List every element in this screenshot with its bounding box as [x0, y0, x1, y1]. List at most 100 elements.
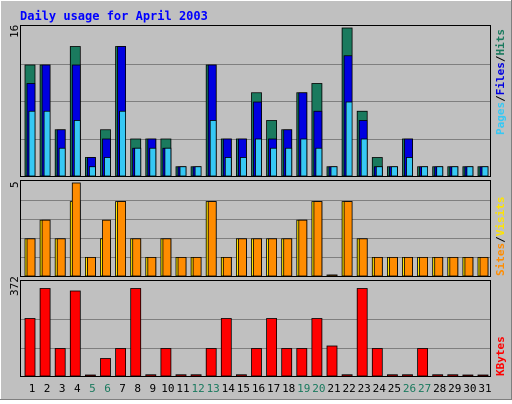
bars-layer: [24, 27, 489, 377]
x-tick-label-28: 28: [433, 382, 446, 395]
bar-pages-day-7: [119, 110, 126, 177]
bar-pages-day-28: [436, 166, 444, 177]
bar-kbytes-day-8: [130, 288, 142, 377]
bar-pages-day-19: [300, 138, 308, 177]
bar-sites-day-20: [313, 201, 323, 277]
bar-kbytes-day-9: [145, 374, 157, 377]
bar-kbytes-day-25: [386, 374, 398, 377]
x-tick-label-25: 25: [388, 382, 401, 395]
bar-sites-day-25: [388, 256, 398, 277]
bar-pages-day-10: [164, 147, 172, 177]
bar-sites-day-10: [162, 238, 172, 277]
x-tick-label-21: 21: [327, 382, 340, 395]
bar-sites-day-14: [222, 256, 232, 277]
legend-sep-1: /: [494, 95, 507, 102]
bar-sites-day-30: [464, 256, 474, 277]
x-tick-label-12: 12: [191, 382, 204, 395]
legend-visits: Visits: [494, 197, 507, 237]
bar-sites-day-23: [358, 238, 368, 277]
x-tick-label-30: 30: [463, 382, 476, 395]
x-tick-label-14: 14: [222, 382, 236, 395]
bar-pages-day-11: [179, 166, 187, 177]
bar-kbytes-day-20: [311, 318, 323, 377]
bar-kbytes-day-3: [54, 348, 66, 377]
x-tick-label-11: 11: [176, 382, 189, 395]
bar-sites-day-8: [132, 238, 142, 277]
bar-kbytes-day-12: [190, 374, 202, 377]
bar-kbytes-day-26: [402, 374, 413, 377]
bar-kbytes-day-15: [235, 374, 247, 377]
bar-pages-day-30: [466, 166, 474, 177]
x-tick-label-3: 3: [59, 382, 66, 395]
bar-kbytes-day-14: [220, 318, 232, 377]
legend-sites: Sites: [494, 243, 507, 276]
panel-2-ymax-label: 5: [8, 181, 21, 188]
bar-sites-day-24: [373, 256, 383, 277]
bar-pages-day-15: [239, 157, 247, 177]
x-tick-label-26: 26: [403, 382, 416, 395]
bar-sites-day-21: [328, 274, 338, 277]
panel-3-frame: [20, 280, 491, 377]
x-tick-label-10: 10: [161, 382, 174, 395]
bar-kbytes-day-5: [85, 374, 96, 377]
bar-sites-day-4: [71, 182, 81, 277]
bar-kbytes-day-7: [115, 348, 126, 377]
legend-mid: Sites/Visits: [494, 197, 507, 277]
bar-sites-day-6: [102, 219, 111, 277]
bar-kbytes-day-31: [477, 374, 489, 377]
bar-kbytes-day-23: [356, 288, 368, 377]
bar-kbytes-day-24: [371, 348, 383, 377]
bar-kbytes-day-13: [205, 348, 217, 377]
bar-pages-day-21: [330, 166, 338, 177]
bar-pages-day-23: [360, 138, 368, 177]
bar-sites-day-18: [283, 238, 293, 277]
bar-pages-day-14: [224, 157, 232, 177]
bar-kbytes-day-17: [266, 318, 278, 377]
bar-sites-day-19: [298, 219, 308, 277]
bar-sites-day-1: [26, 238, 36, 277]
bar-kbytes-day-21: [326, 345, 338, 377]
bar-pages-day-29: [451, 166, 459, 177]
x-tick-label-31: 31: [478, 382, 491, 395]
x-tick-label-16: 16: [252, 382, 265, 395]
panel-3-ymax-label: 372: [8, 276, 21, 296]
bar-kbytes-day-11: [175, 374, 187, 377]
bar-kbytes-day-6: [100, 358, 111, 377]
x-tick-label-23: 23: [358, 382, 371, 395]
x-tick-label-17: 17: [267, 382, 280, 395]
bar-kbytes-day-18: [281, 348, 293, 377]
bar-sites-day-5: [87, 256, 96, 277]
bar-pages-day-26: [406, 157, 413, 177]
bar-pages-day-17: [270, 147, 278, 177]
bar-sites-day-28: [434, 256, 444, 277]
bar-kbytes-day-16: [251, 348, 262, 377]
legend-pages: Pages: [494, 102, 507, 135]
bar-kbytes-day-27: [417, 348, 429, 377]
bar-pages-day-24: [375, 166, 383, 177]
x-tick-label-13: 13: [207, 382, 220, 395]
chart-title: Daily usage for April 2003: [20, 9, 208, 23]
panel-1-frame: [20, 25, 491, 177]
bar-pages-day-16: [255, 138, 262, 177]
legend-top: Pages/Files/Hits: [494, 29, 507, 135]
x-tick-label-7: 7: [119, 382, 126, 395]
bar-sites-day-26: [404, 256, 413, 277]
bar-pages-day-22: [345, 101, 353, 177]
x-tick-label-5: 5: [89, 382, 96, 395]
bar-pages-day-6: [104, 157, 111, 177]
bar-pages-day-4: [73, 120, 81, 177]
bar-pages-day-12: [194, 166, 202, 177]
x-tick-label-2: 2: [44, 382, 51, 395]
bar-pages-day-5: [89, 166, 96, 177]
x-tick-label-6: 6: [104, 382, 111, 395]
x-tick-label-15: 15: [237, 382, 250, 395]
bar-sites-day-3: [56, 238, 66, 277]
bar-sites-day-22: [343, 201, 353, 277]
bar-pages-day-3: [58, 147, 66, 177]
bar-pages-day-9: [149, 147, 157, 177]
legend-hits: Hits: [494, 29, 507, 56]
bar-pages-day-27: [421, 166, 429, 177]
bar-pages-day-25: [390, 166, 398, 177]
bar-kbytes-day-1: [24, 318, 36, 377]
